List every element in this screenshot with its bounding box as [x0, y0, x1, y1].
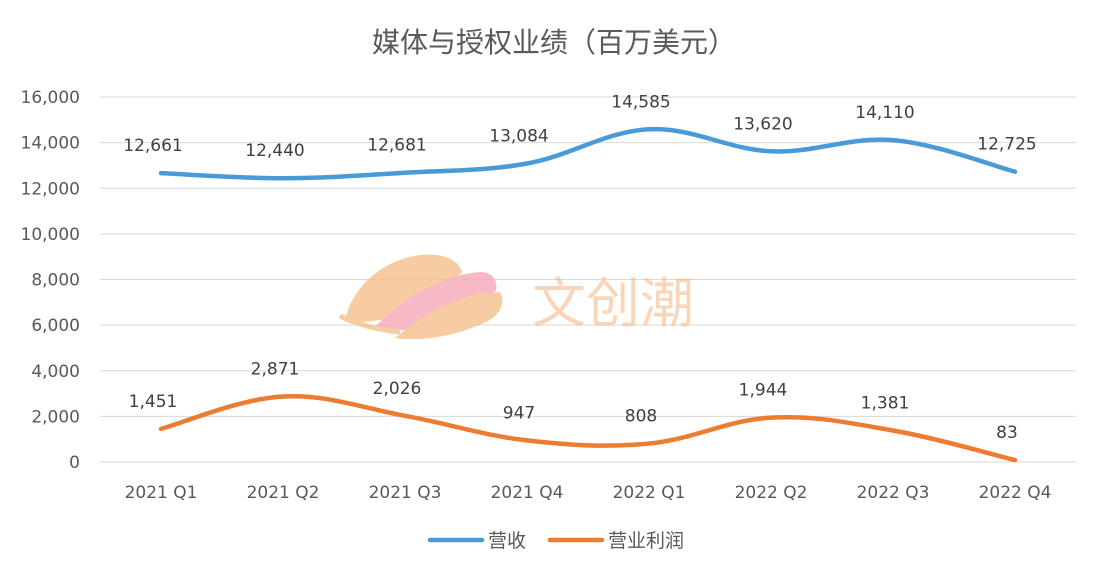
legend-label: 营业利润 — [608, 530, 684, 552]
data-labels: 12,661 12,440 12,681 13,084 14,585 13,620 14,1… — [123, 92, 1036, 443]
watermark-text: 文创潮 — [532, 272, 694, 335]
x-tick-label: 2022 Q3 — [857, 483, 930, 503]
legend: 营收 营业利润 — [427, 530, 684, 552]
data-label: 2,871 — [251, 360, 300, 380]
x-tick-label: 2021 Q3 — [369, 483, 442, 503]
data-label: 13,084 — [489, 127, 548, 147]
data-label: 947 — [503, 403, 535, 423]
y-tick-label: 12,000 — [21, 179, 80, 199]
data-label: 83 — [996, 423, 1018, 443]
x-tick-label: 2021 Q4 — [491, 483, 564, 503]
y-tick-label: 16,000 — [21, 88, 80, 108]
y-axis-ticks: 0 2,000 4,000 6,000 8,000 10,000 12,000 14,000 1… — [21, 88, 80, 473]
chart-title: 媒体与授权业绩（百万美元） — [372, 26, 736, 59]
x-tick-label: 2022 Q4 — [979, 483, 1052, 503]
data-label: 12,440 — [245, 141, 304, 161]
data-label: 2,026 — [373, 379, 422, 399]
data-label: 1,381 — [861, 393, 910, 413]
y-tick-label: 4,000 — [31, 362, 80, 382]
x-axis-ticks: 2021 Q1 2021 Q2 2021 Q3 2021 Q4 2022 Q1 2022 … — [125, 483, 1052, 503]
x-tick-label: 2022 Q2 — [735, 483, 808, 503]
data-label: 12,681 — [367, 136, 426, 156]
y-tick-label: 10,000 — [21, 225, 80, 245]
y-tick-label: 2,000 — [31, 407, 80, 427]
data-label: 1,944 — [739, 381, 788, 401]
data-label: 1,451 — [129, 392, 178, 412]
data-label: 12,725 — [977, 135, 1036, 155]
x-tick-label: 2022 Q1 — [613, 483, 686, 503]
data-label: 808 — [625, 407, 657, 427]
data-label: 14,585 — [611, 92, 670, 112]
x-tick-label: 2021 Q1 — [125, 483, 198, 503]
watermark: 文创潮 — [338, 254, 694, 340]
series-line-0 — [158, 126, 1018, 181]
gridlines — [100, 96, 1076, 463]
data-label: 13,620 — [733, 114, 792, 134]
y-tick-label: 0 — [69, 453, 80, 473]
x-tick-label: 2021 Q2 — [247, 483, 320, 503]
y-tick-label: 6,000 — [31, 316, 80, 336]
data-label: 14,110 — [855, 103, 914, 123]
legend-label: 营收 — [488, 530, 526, 552]
y-tick-label: 14,000 — [21, 134, 80, 154]
series-line-1 — [158, 393, 1018, 463]
y-tick-label: 8,000 — [31, 271, 80, 291]
series-layer — [158, 126, 1018, 463]
data-label: 12,661 — [123, 136, 182, 156]
leaf-logo-icon — [338, 254, 503, 340]
